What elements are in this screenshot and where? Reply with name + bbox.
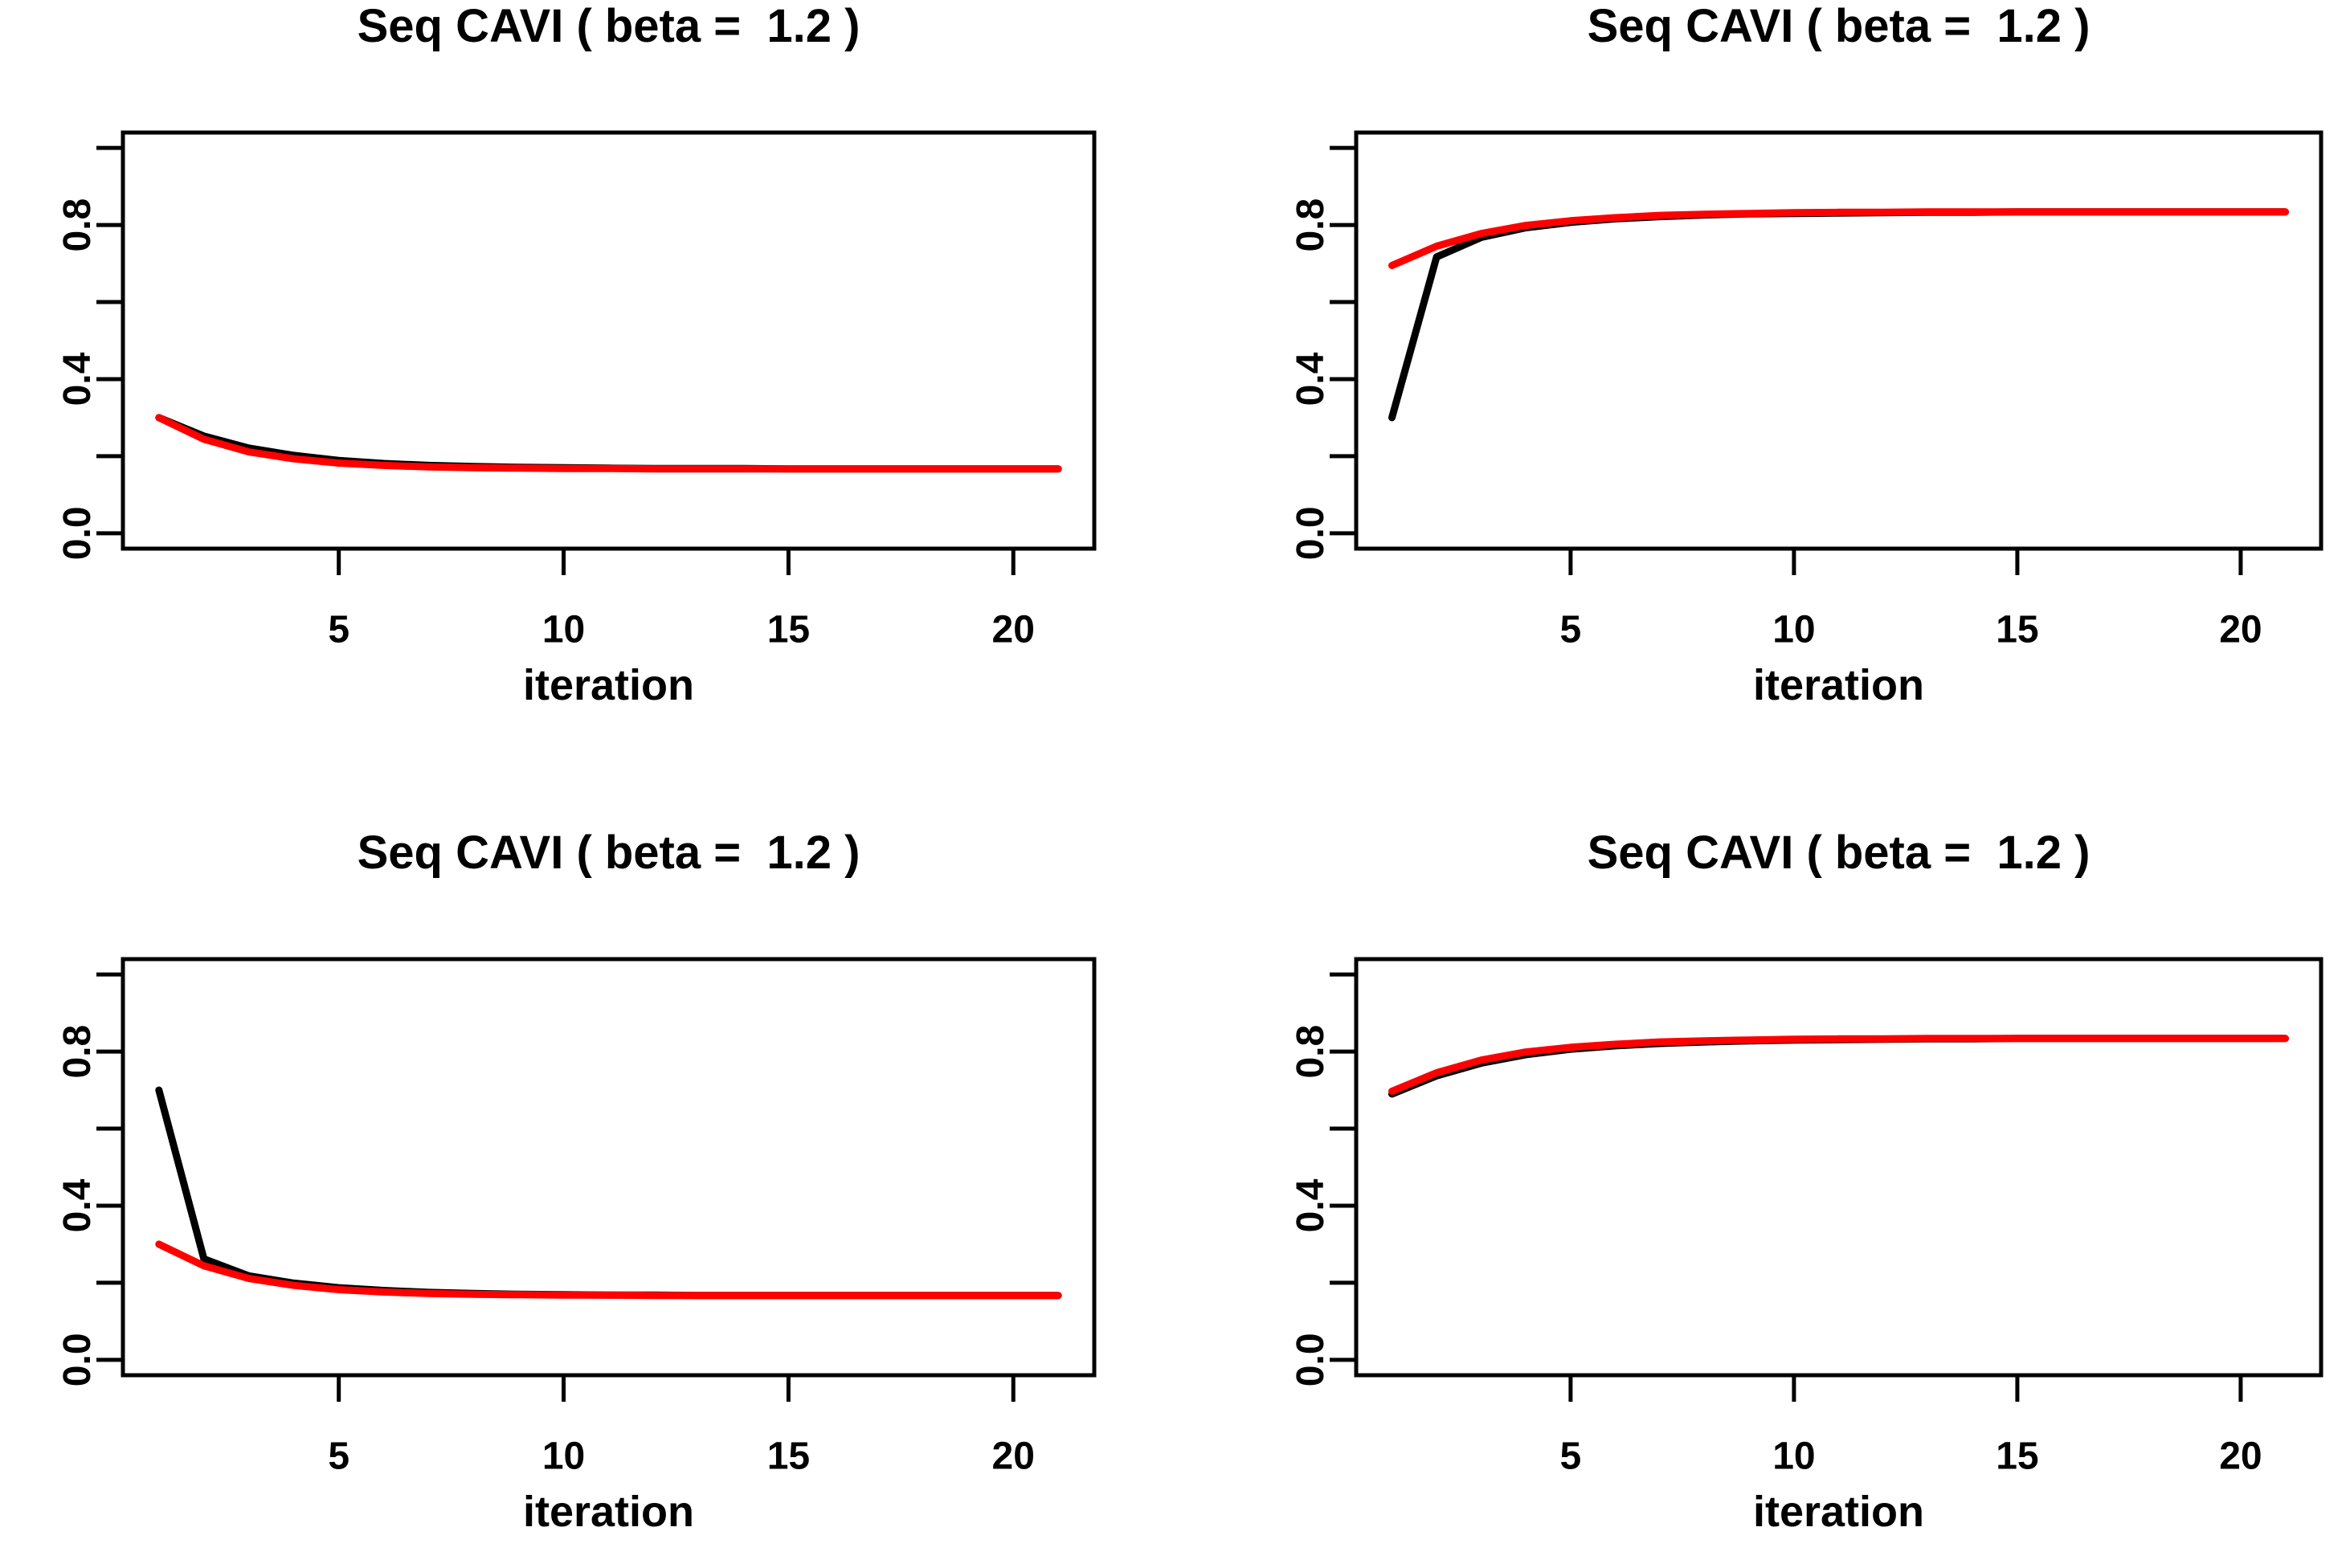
x-tick-label: 10 [1772,609,1815,651]
series-line-black [1388,1035,2289,1098]
x-axis-label: iteration [1753,661,1924,709]
x-tick-label: 5 [328,1435,349,1478]
x-tick-label: 5 [328,609,349,651]
y-tick-label: 0.0 [56,506,99,560]
x-tick-label: 10 [1772,1435,1815,1478]
plot-box [1354,957,2324,1378]
plot-box [121,957,1097,1378]
panel-title: Seq CAVI ( beta = 1.2 ) [1588,0,2091,52]
x-tick-label: 20 [2219,609,2262,651]
panel-top-right: Seq CAVI ( beta = 1.2 ) 5 10 15 20 0.0 0.4 0.8 i… [1289,0,2324,709]
x-tick-label: 5 [1560,1435,1582,1478]
y-tick-label: 0.8 [56,198,99,252]
panel-title: Seq CAVI ( beta = 1.2 ) [358,827,860,879]
y-tick-label: 0.0 [1289,1333,1332,1386]
series-line-red [1388,208,2289,269]
series-line-red [155,1240,1062,1300]
x-tick-label: 20 [992,609,1035,651]
x-tick-label: 15 [767,1435,810,1478]
y-tick-label: 0.8 [56,1025,99,1079]
panel-title: Seq CAVI ( beta = 1.2 ) [1588,827,2091,879]
panel-top-left: Seq CAVI ( beta = 1.2 ) 5 10 15 20 0.0 0.4 0.8 i… [56,0,1097,709]
series-line-red [155,414,1062,473]
series-line-black [1388,208,2289,422]
y-tick-label: 0.8 [1289,1025,1332,1079]
y-tick-label: 0.4 [1289,1178,1332,1232]
x-tick-label: 10 [542,1435,585,1478]
x-tick-label: 15 [1996,1435,2038,1478]
series-line-red [1388,1035,2289,1095]
panel-bottom-left: Seq CAVI ( beta = 1.2 ) 5 10 15 20 0.0 0.4 0.8 i… [56,827,1097,1536]
x-tick-label: 5 [1560,609,1582,651]
x-axis-label: iteration [1753,1488,1924,1536]
panel-title: Seq CAVI ( beta = 1.2 ) [358,0,860,52]
x-axis-label: iteration [523,661,694,709]
series-line-black [155,1086,1062,1300]
y-tick-label: 0.4 [56,352,99,406]
y-tick-label: 0.4 [1289,352,1332,406]
plot-box [1354,130,2324,551]
plot-box [121,130,1097,551]
x-tick-label: 20 [992,1435,1035,1478]
x-axis-label: iteration [523,1488,694,1536]
y-tick-label: 0.0 [56,1333,99,1386]
x-tick-label: 10 [542,609,585,651]
panel-bottom-right: Seq CAVI ( beta = 1.2 ) 5 10 15 20 0.0 0.4 0.8 i… [1289,827,2324,1536]
x-tick-label: 15 [1996,609,2038,651]
x-tick-label: 15 [767,609,810,651]
y-tick-label: 0.0 [1289,506,1332,560]
y-tick-label: 0.4 [56,1178,99,1232]
y-tick-label: 0.8 [1289,198,1332,252]
x-tick-label: 20 [2219,1435,2262,1478]
